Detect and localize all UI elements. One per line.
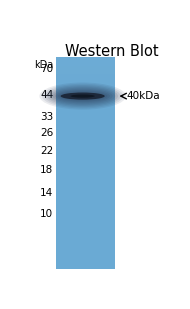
Text: 26: 26 [40, 129, 53, 138]
Ellipse shape [45, 85, 121, 107]
Bar [56, 104, 115, 108]
Ellipse shape [55, 90, 110, 102]
Bar [56, 95, 115, 100]
Text: kDa: kDa [34, 60, 53, 70]
Ellipse shape [50, 87, 115, 105]
Text: 10: 10 [40, 209, 53, 219]
Ellipse shape [42, 84, 123, 108]
Bar [56, 112, 115, 116]
Text: 14: 14 [40, 188, 53, 198]
Text: 70: 70 [40, 64, 53, 74]
Ellipse shape [53, 89, 113, 104]
Bar [56, 57, 115, 61]
Text: Western Blot: Western Blot [65, 44, 159, 59]
Ellipse shape [61, 92, 105, 100]
Text: 22: 22 [40, 146, 53, 156]
Ellipse shape [70, 95, 95, 98]
Bar [56, 87, 115, 91]
Bar [56, 61, 115, 66]
Bar [56, 66, 115, 70]
Bar [56, 70, 115, 74]
Ellipse shape [39, 83, 126, 110]
Bar [56, 57, 115, 269]
Text: 18: 18 [40, 165, 53, 175]
Bar [56, 108, 115, 112]
Ellipse shape [58, 91, 107, 101]
Bar [56, 100, 115, 104]
Bar [56, 91, 115, 95]
Text: 33: 33 [40, 112, 53, 122]
Text: 40kDa: 40kDa [126, 91, 160, 101]
Bar [56, 116, 115, 121]
Bar [56, 83, 115, 87]
Bar [56, 74, 115, 78]
Ellipse shape [47, 86, 118, 106]
Bar [56, 78, 115, 83]
Text: 44: 44 [40, 90, 53, 100]
